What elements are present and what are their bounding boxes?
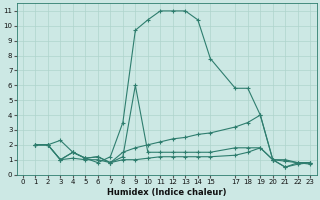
X-axis label: Humidex (Indice chaleur): Humidex (Indice chaleur) bbox=[107, 188, 226, 197]
